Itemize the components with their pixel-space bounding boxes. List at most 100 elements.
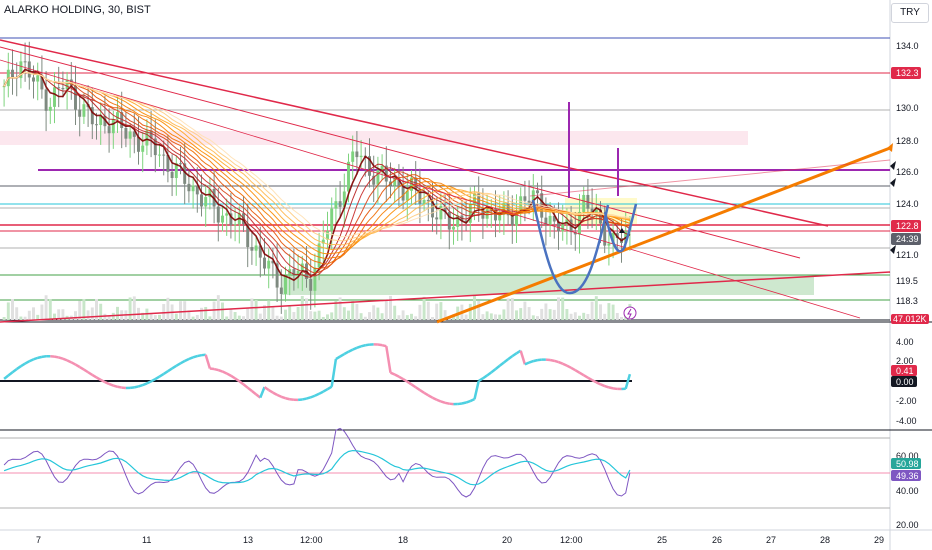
candle-body xyxy=(582,194,586,212)
candle-body xyxy=(166,154,170,172)
osc2-tick: 60.00 xyxy=(896,451,919,461)
osc1-segment xyxy=(117,385,122,389)
volume-bar xyxy=(620,316,623,320)
candle-body xyxy=(380,165,384,171)
volume-bar xyxy=(95,299,98,320)
osc1-axis[interactable]: 4.00 2.00 -2.00 -4.00 0.41 0.00 xyxy=(891,337,917,426)
volume-bar xyxy=(300,296,304,320)
candle-body xyxy=(48,106,52,111)
osc2-signal-tag xyxy=(891,458,921,469)
osc1-segment xyxy=(604,384,610,389)
countdown-label: 24:39 xyxy=(896,234,919,244)
currency-button[interactable]: TRY xyxy=(891,3,929,23)
osc1-segment xyxy=(306,396,312,400)
osc1-value-tag xyxy=(891,365,917,376)
osc1-segment xyxy=(356,345,362,349)
osc1-segment xyxy=(318,390,324,395)
candle-body xyxy=(216,206,220,223)
osc1-segment xyxy=(87,371,93,376)
volume-bar xyxy=(107,316,111,320)
volume-bar xyxy=(498,314,502,320)
candle-body xyxy=(195,185,199,195)
candle-body xyxy=(359,155,363,158)
candle-body xyxy=(174,163,178,179)
countdown-tag xyxy=(891,233,921,245)
osc1-segment xyxy=(188,356,194,361)
osc1-segment xyxy=(537,358,542,362)
trend-line[interactable] xyxy=(529,159,891,197)
volume-bar xyxy=(502,309,506,320)
candle-body xyxy=(422,199,426,204)
cup-pattern[interactable] xyxy=(531,199,610,295)
osc1-segment xyxy=(230,374,236,380)
time-axis[interactable]: 7 11 13 12:00 18 20 12:00 25 26 27 28 29 xyxy=(36,535,884,545)
volume-bar xyxy=(477,301,481,320)
osc1-segment xyxy=(79,365,85,371)
candle-body xyxy=(594,209,598,215)
volume-bar xyxy=(317,310,321,320)
price-tick: 126.0 xyxy=(896,167,919,177)
osc1-segment xyxy=(578,371,585,377)
volume-bar xyxy=(603,313,607,320)
osc1-segment xyxy=(150,377,156,383)
volume-bar xyxy=(607,303,611,320)
osc1-segment xyxy=(302,397,307,401)
lightning-icon[interactable] xyxy=(623,306,637,320)
trend-line[interactable] xyxy=(0,59,861,319)
osc1-segment xyxy=(24,360,30,365)
trend-line-orange[interactable] xyxy=(436,146,891,324)
volume-bar xyxy=(468,303,472,320)
osc2-axis[interactable]: 60.00 40.00 20.00 50.98 49.36 xyxy=(891,451,921,530)
osc1-segment xyxy=(583,374,589,379)
candle-body xyxy=(603,223,607,246)
support-zone xyxy=(282,275,814,295)
volume-bar xyxy=(86,310,90,320)
osc1-segment xyxy=(158,372,165,378)
volume-bar xyxy=(99,303,103,320)
candle-body xyxy=(393,178,397,186)
osc1-segment xyxy=(217,368,223,373)
volume-bar xyxy=(418,304,422,320)
osc1-segment xyxy=(204,354,212,369)
osc1-segment xyxy=(154,375,161,381)
osc1-segment xyxy=(465,399,471,404)
volume-bar xyxy=(78,300,82,320)
volume-bar xyxy=(599,304,602,320)
candle-body xyxy=(494,209,497,221)
volume-bar xyxy=(321,316,325,320)
handle-pattern[interactable] xyxy=(603,203,638,253)
candle-body xyxy=(292,269,296,275)
osc1-segment xyxy=(146,380,152,385)
volume-bar xyxy=(187,310,191,320)
volume-bar xyxy=(208,316,212,320)
candle-body xyxy=(11,69,14,78)
candle-body xyxy=(233,224,237,226)
volume-bar xyxy=(342,307,346,320)
candle-body xyxy=(435,217,439,220)
trend-line[interactable] xyxy=(0,271,891,323)
candle-body xyxy=(426,199,430,202)
osc1-segment xyxy=(365,343,370,347)
osc1-segment xyxy=(600,383,606,388)
trend-line[interactable] xyxy=(0,46,801,259)
candle-body xyxy=(183,163,187,184)
osc1-segment xyxy=(591,378,597,384)
price-tags: 132.3 122.8 24:39 47.012K xyxy=(891,67,929,324)
price-axis[interactable]: 134.0 130.0 128.0 126.0 124.0 121.0 119.… xyxy=(896,41,919,306)
candle-body xyxy=(410,177,413,191)
price-tag xyxy=(891,220,921,232)
time-tick: 12:00 xyxy=(300,535,323,545)
candle-body xyxy=(116,112,119,120)
osc1-segment xyxy=(285,397,290,401)
osc1-segment xyxy=(457,402,463,406)
time-tick: 18 xyxy=(398,535,408,545)
osc1-segment xyxy=(263,386,270,392)
osc1-segment xyxy=(431,396,438,401)
volume-tag-label: 47.012K xyxy=(893,314,927,324)
volume-bar xyxy=(594,296,598,320)
arrow-marker-icon xyxy=(890,178,896,187)
osc1-segment xyxy=(289,397,295,402)
trend-line[interactable] xyxy=(0,39,829,227)
volume-bar xyxy=(309,311,313,320)
